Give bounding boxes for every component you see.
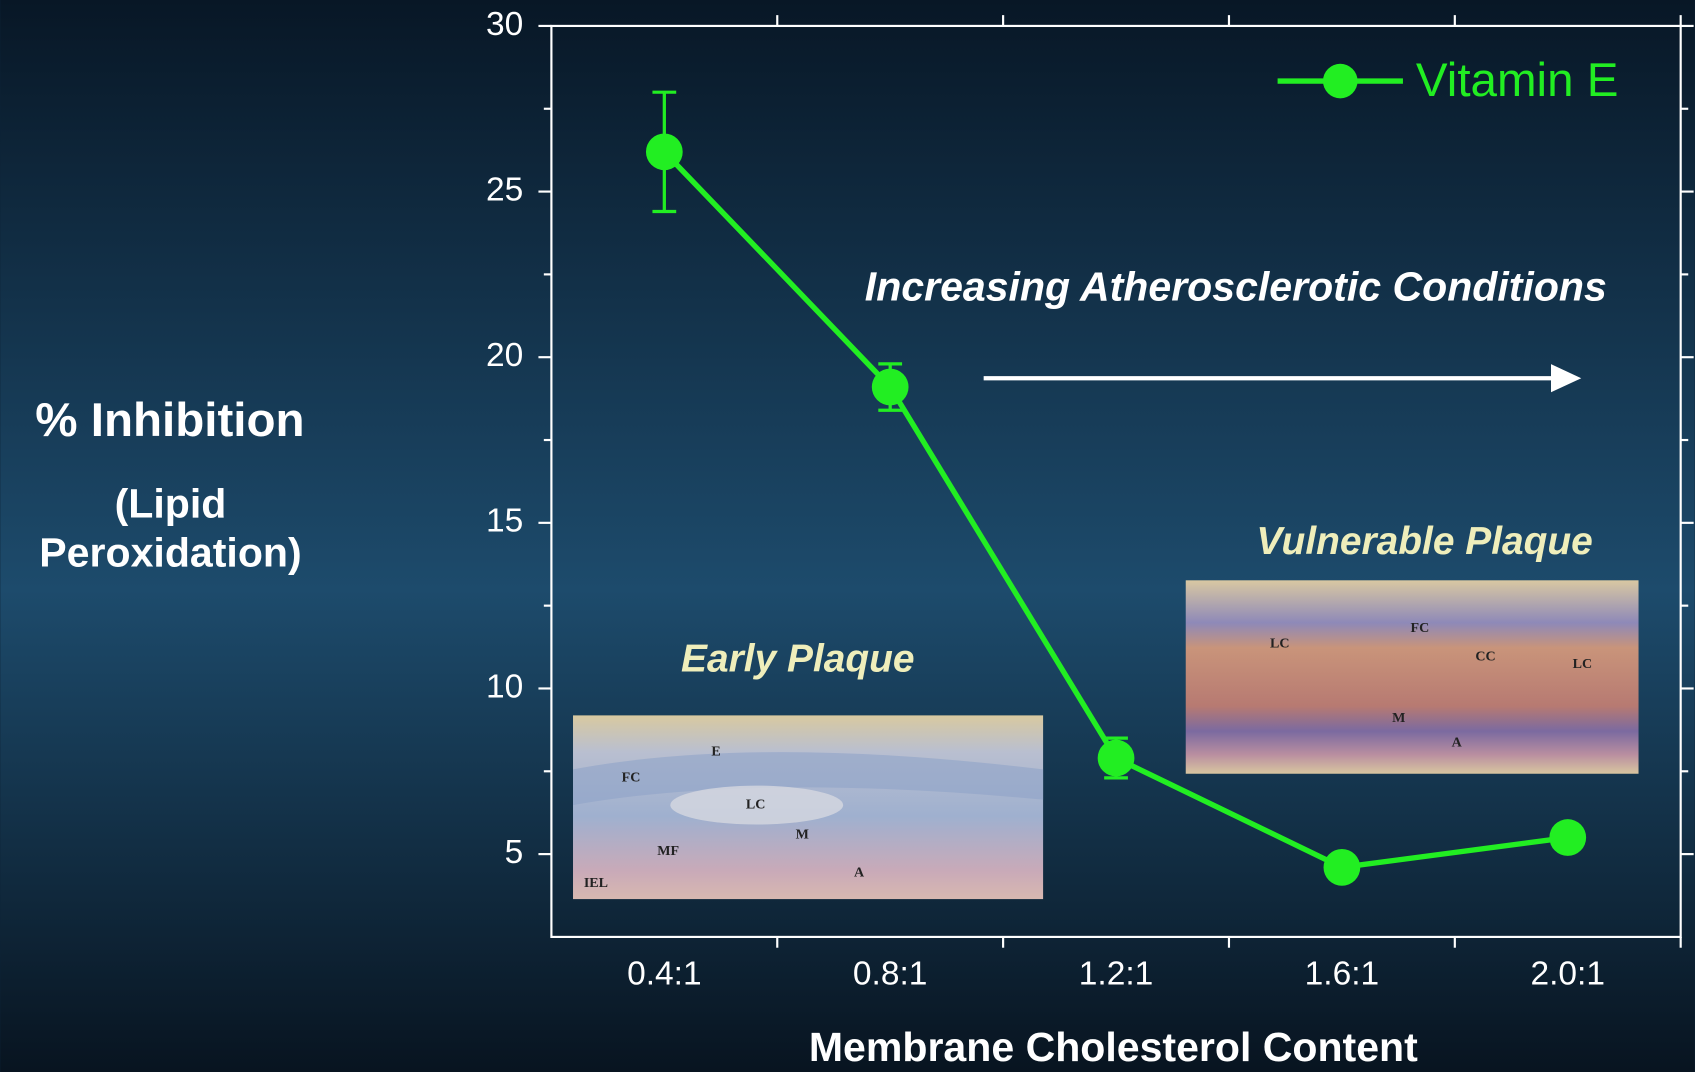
early-plaque-image: E FC LC M MF A IEL <box>573 715 1043 899</box>
y-tick-label: 10 <box>486 668 523 705</box>
legend-label: Vitamin E <box>1416 54 1619 107</box>
chart: % Inhibition (Lipid Peroxidation) Membra… <box>0 0 1695 1072</box>
x-tick-label: 0.8:1 <box>853 956 928 993</box>
histology-label: A <box>854 864 865 880</box>
histology-label: CC <box>1475 648 1495 664</box>
data-point <box>1549 819 1586 856</box>
vulnerable-plaque-image: LC FC CC LC M A <box>1186 580 1639 773</box>
histology-label: E <box>711 743 720 759</box>
histology-label: LC <box>1270 635 1290 651</box>
x-tick-label: 0.4:1 <box>627 956 702 993</box>
data-point <box>646 133 683 170</box>
histology-label: LC <box>1573 656 1593 672</box>
y-axis-title: % Inhibition <box>35 394 304 447</box>
y-tick-label: 30 <box>486 6 523 43</box>
image-caption: Vulnerable Plaque <box>1256 520 1592 563</box>
legend-marker <box>1323 64 1358 99</box>
histology-label: IEL <box>584 875 608 891</box>
data-point <box>1098 740 1135 777</box>
x-tick-label: 1.6:1 <box>1305 956 1380 993</box>
histology-label: A <box>1452 735 1463 751</box>
histology-label: LC <box>746 796 766 812</box>
x-tick-label: 2.0:1 <box>1530 956 1605 993</box>
histology-label: M <box>1392 710 1405 726</box>
histology-image <box>1186 580 1639 773</box>
histology-label: FC <box>1411 620 1430 636</box>
histology-label: MF <box>657 843 679 859</box>
x-axis-title: Membrane Cholesterol Content <box>809 1024 1418 1070</box>
y-tick-label: 5 <box>505 834 524 871</box>
histology-label: M <box>796 827 809 843</box>
histology-label: FC <box>622 769 641 785</box>
trend-annotation: Increasing Atherosclerotic Conditions <box>865 263 1607 309</box>
page: % Inhibition (Lipid Peroxidation) Membra… <box>0 0 1695 1072</box>
y-axis-subtitle: (Lipid Peroxidation) <box>6 481 336 578</box>
x-tick-label: 1.2:1 <box>1079 956 1154 993</box>
data-point <box>872 369 909 406</box>
data-point <box>1324 849 1361 886</box>
y-axis-subtitle-box: (Lipid Peroxidation) <box>6 481 336 600</box>
image-caption: Early Plaque <box>681 638 914 681</box>
y-tick-label: 20 <box>486 337 523 374</box>
y-tick-label: 25 <box>486 171 523 208</box>
y-tick-label: 15 <box>486 503 523 540</box>
